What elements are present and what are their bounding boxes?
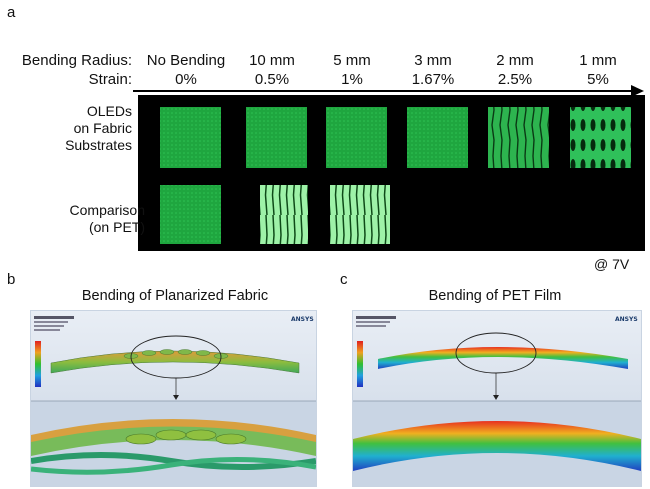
column-radius-2: 5 mm <box>333 52 371 69</box>
panel-b-letter: b <box>7 271 16 288</box>
oled-pet-tile-0 <box>160 185 221 244</box>
column-radius-4: 2 mm <box>496 52 534 69</box>
row-label-pet: Comparison (on PET) <box>40 202 145 236</box>
row-label-pet-line2: (on PET) <box>88 219 145 235</box>
oled-fabric-tile-3 <box>407 107 468 168</box>
column-strain-2: 1% <box>341 71 363 88</box>
panel-c-letter: c <box>340 271 348 288</box>
oled-fabric-tile-5 <box>570 107 631 168</box>
oled-tiles <box>160 107 631 244</box>
pet-simulation: ANSYS <box>352 310 642 487</box>
row-label-fabric-line1: OLEDs <box>86 103 132 119</box>
column-strain-0: 0% <box>175 71 197 88</box>
pet-simulation-graphic: ANSYS <box>353 311 641 486</box>
column-strain-5: 5% <box>587 71 609 88</box>
stress-legend-bar-c <box>357 341 363 387</box>
column-radius-1: 10 mm <box>249 52 295 69</box>
ansys-logo-b: ANSYS <box>291 316 314 323</box>
row-label-pet-line1: Comparison <box>69 202 145 218</box>
oled-pet-tile-2 <box>330 185 390 244</box>
panel-a-letter: a <box>7 4 16 21</box>
fabric-simulation: ANSYS <box>30 310 317 487</box>
fabric-simulation-graphic: ANSYS <box>31 311 316 486</box>
oled-fabric-tile-0 <box>160 107 221 168</box>
column-radius-3: 3 mm <box>414 52 452 69</box>
oled-fabric-tile-1 <box>246 107 307 168</box>
row-label-fabric-line2: on Fabric <box>73 120 132 136</box>
voltage-label: @ 7V <box>594 256 630 272</box>
ansys-logo-c: ANSYS <box>615 316 638 323</box>
column-radius-5: 1 mm <box>579 52 617 69</box>
column-radius-0: No Bending <box>146 52 226 69</box>
panel-b-title: Bending of Planarized Fabric <box>81 288 269 304</box>
column-strain-3: 1.67% <box>411 71 455 88</box>
row-label-fabric: OLEDs on Fabric Substrates <box>40 103 132 154</box>
bending-radius-label: Bending Radius: <box>21 52 132 69</box>
strain-label: Strain: <box>88 71 132 88</box>
column-strain-1: 0.5% <box>254 71 290 88</box>
stress-legend-bar <box>35 341 41 387</box>
oled-fabric-tile-4 <box>488 107 549 168</box>
column-strain-4: 2.5% <box>497 71 533 88</box>
pet-strip <box>378 347 628 369</box>
oled-fabric-tile-2 <box>326 107 387 168</box>
strain-arrow <box>133 85 644 97</box>
panel-c-title: Bending of PET Film <box>428 288 562 304</box>
oled-pet-tile-1 <box>260 185 308 244</box>
oled-photo-panel <box>138 95 645 251</box>
row-label-fabric-line3: Substrates <box>65 137 132 153</box>
